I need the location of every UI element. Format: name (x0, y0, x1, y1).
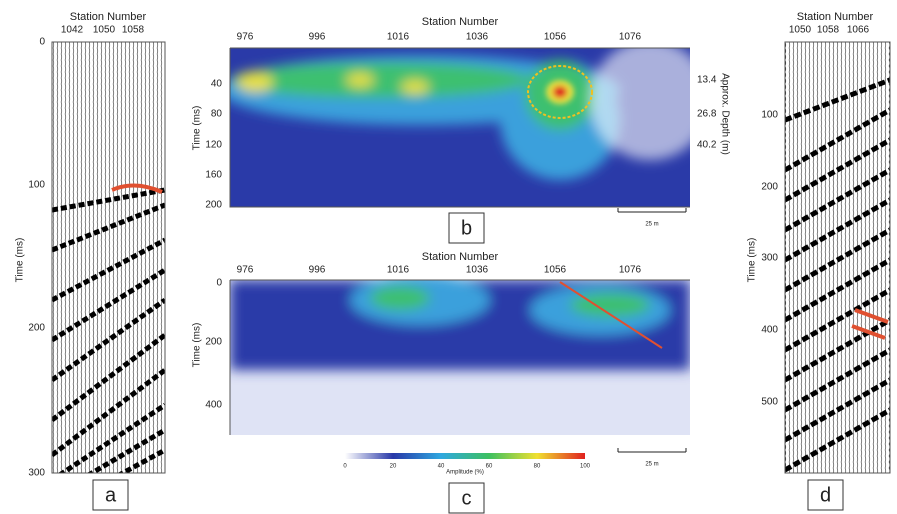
x-tick-label: 996 (309, 265, 326, 276)
y-tick-label: 200 (761, 182, 778, 193)
panel-letter: a (105, 484, 117, 506)
x-tick-label: 1036 (466, 265, 489, 276)
x-tick-label: 1058 (122, 25, 145, 36)
colorbar-label: Amplitude (%) (446, 470, 484, 476)
y-axis-label: Time (ms) (15, 238, 26, 283)
y-tick-label: 400 (205, 400, 222, 411)
y-tick-label: 100 (28, 180, 45, 191)
y-tick-label: 0 (39, 37, 45, 48)
frame (784, 41, 891, 474)
x-tick-label: 1066 (847, 25, 870, 36)
x-tick-label: 1056 (544, 32, 567, 43)
x-tick-label: 1058 (817, 25, 840, 36)
y-tick-label: 500 (761, 397, 778, 408)
x-tick-label: 1016 (387, 265, 410, 276)
y-tick-label: 300 (28, 468, 45, 479)
panel-letter-box (448, 482, 485, 514)
y-axis-label: Time (ms) (192, 323, 203, 368)
panel-title: Station Number (797, 11, 874, 23)
colorbar-tick-label: 40 (438, 464, 445, 470)
seismogram-a (52, 42, 165, 473)
x-tick-label: 976 (237, 265, 254, 276)
colorbar-tick-label: 100 (580, 464, 591, 470)
depth-tick-label: 40.2 (697, 140, 717, 151)
panel-letter: c (462, 487, 472, 509)
panel-letter-box (448, 212, 485, 244)
y-tick-label: 300 (761, 253, 778, 264)
y-axis-label: Time (ms) (747, 238, 758, 283)
x-tick-label: 976 (237, 32, 254, 43)
panel-letter-box (92, 479, 129, 511)
x-tick-label: 1042 (61, 25, 84, 36)
y-tick-label: 200 (205, 200, 222, 211)
seismogram-d (785, 42, 890, 473)
y-tick-label: 120 (205, 140, 222, 151)
y-tick-label: 400 (761, 325, 778, 336)
y-tick-label: 200 (205, 337, 222, 348)
depth-tick-label: 13.4 (697, 75, 717, 86)
colorbar-tick-label: 80 (534, 464, 541, 470)
panel-letter: b (461, 217, 472, 239)
scale-bar (617, 448, 687, 453)
depth-tick-label: 26.8 (697, 109, 717, 120)
y-tick-label: 80 (211, 109, 223, 120)
x-tick-label: 1016 (387, 32, 410, 43)
y-tick-label: 160 (205, 170, 222, 181)
scale-bar-label: 25 m (645, 222, 658, 228)
colorbar-tick-label: 0 (343, 464, 347, 470)
x-tick-label: 1050 (93, 25, 116, 36)
x-tick-label: 1050 (789, 25, 812, 36)
scale-bar (617, 208, 687, 213)
frame (229, 47, 690, 208)
y-tick-label: 200 (28, 323, 45, 334)
y-tick-label: 100 (761, 110, 778, 121)
colorbar-tick-label: 60 (486, 464, 493, 470)
y-tick-label: 40 (211, 79, 223, 90)
panel-title: Station Number (422, 16, 499, 28)
colorbar (345, 453, 585, 459)
y-axis-label: Time (ms) (192, 106, 203, 151)
panel-letter-box (807, 479, 844, 511)
x-tick-label: 1036 (466, 32, 489, 43)
x-tick-label: 1056 (544, 265, 567, 276)
y-tick-label: 0 (216, 278, 222, 289)
depth-axis-label: Approx. Depth (m) (719, 73, 730, 155)
x-tick-label: 1076 (619, 265, 642, 276)
panel-title: Station Number (422, 251, 499, 263)
x-tick-label: 996 (309, 32, 326, 43)
scale-bar-label: 25 m (645, 462, 658, 468)
x-tick-label: 1076 (619, 32, 642, 43)
heatmap-c (230, 280, 690, 435)
panel-title: Station Number (70, 11, 147, 23)
colorbar-tick-label: 20 (390, 464, 397, 470)
frame (229, 279, 690, 435)
heatmap-b (230, 48, 690, 207)
panel-letter: d (820, 484, 831, 506)
frame (51, 41, 166, 474)
